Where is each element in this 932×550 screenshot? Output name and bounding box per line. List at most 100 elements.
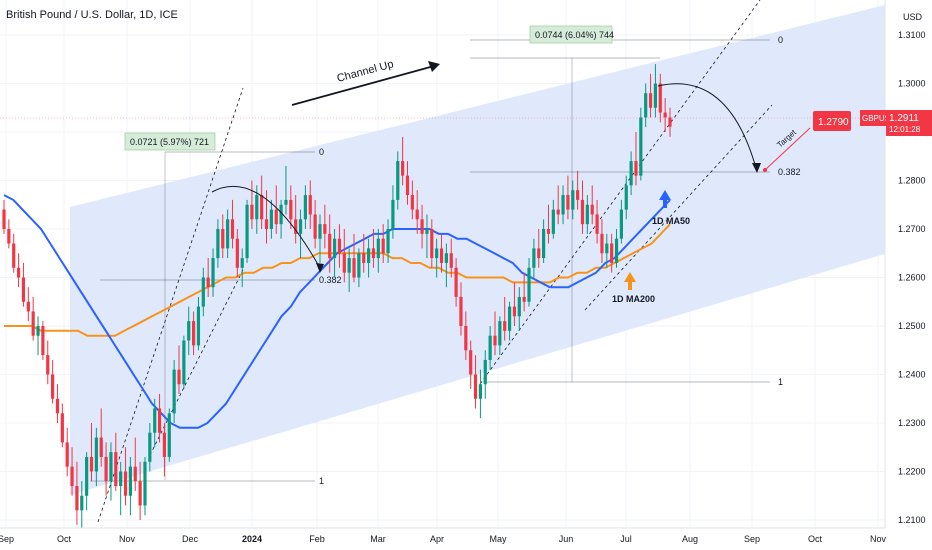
candle-body <box>410 195 414 210</box>
candle-body <box>580 199 585 225</box>
candle <box>187 306 191 356</box>
time-tick: Nov <box>870 534 887 544</box>
time-tick: May <box>489 534 507 544</box>
candle <box>605 233 609 268</box>
candle-body <box>114 452 118 487</box>
candle-body <box>449 253 453 268</box>
trend-lines <box>97 0 773 523</box>
candle <box>216 219 220 268</box>
candle-body <box>425 229 429 234</box>
candle-body <box>629 161 633 186</box>
time-tick: Oct <box>57 534 72 544</box>
candle <box>537 229 541 268</box>
candle <box>449 238 453 278</box>
candle <box>391 185 395 239</box>
trend-line <box>97 87 244 523</box>
candle <box>109 442 113 501</box>
time-tick: Sep <box>744 534 760 544</box>
candle-body <box>507 306 512 331</box>
candle-body <box>430 229 434 259</box>
candle <box>303 185 308 229</box>
trend-line <box>479 0 761 385</box>
current-price: 1.2911 <box>889 113 919 124</box>
symbol-price-tag: GBPUSD 1.2911 12:01:28 <box>860 110 932 136</box>
candle-body <box>269 209 273 229</box>
candle-body <box>109 452 113 482</box>
ma200-arrow <box>624 272 636 290</box>
candle <box>415 190 419 234</box>
candle-body <box>648 93 653 108</box>
candle-body <box>571 190 575 210</box>
price-axis[interactable]: 1.31001.30001.29001.28001.27001.26001.25… <box>898 30 926 550</box>
candle <box>46 340 50 385</box>
candle <box>60 403 64 448</box>
candle-body <box>478 384 483 399</box>
candle-body <box>663 112 667 118</box>
candle <box>658 73 662 123</box>
target-tag-bg <box>813 111 851 131</box>
time-tick: Jul <box>620 534 632 544</box>
fib-right-label: 0 <box>778 35 783 45</box>
candle <box>206 258 210 297</box>
candle <box>629 151 633 196</box>
price-tick: 1.2700 <box>898 224 926 234</box>
candle-body <box>104 456 108 482</box>
candle-body <box>600 233 604 254</box>
candle-body <box>133 466 137 482</box>
candle <box>143 456 147 516</box>
candle <box>182 335 186 390</box>
candle-body <box>187 321 191 341</box>
candle <box>323 204 327 249</box>
candle-body <box>36 326 40 336</box>
candle <box>226 209 230 259</box>
candle <box>634 132 638 186</box>
candle <box>85 452 89 511</box>
candle-body <box>328 233 332 259</box>
candle-body <box>138 481 142 506</box>
candle <box>357 248 361 288</box>
candle <box>454 258 458 307</box>
candle <box>600 219 604 263</box>
candle-body <box>80 495 84 511</box>
candle-body <box>444 253 448 263</box>
candle-body <box>469 350 473 375</box>
candle-body <box>119 471 123 487</box>
candle-body <box>65 442 69 467</box>
price-tick: 1.2800 <box>898 176 926 186</box>
candle-body <box>216 229 220 259</box>
candle-body <box>221 229 225 249</box>
price-axis-bg <box>885 0 932 550</box>
time-axis[interactable]: Sep Oct Nov Dec 2024 Feb Mar Apr May Jun Jul Aug Sep… <box>0 534 886 544</box>
candle <box>648 73 653 118</box>
channel-arrow <box>291 65 435 106</box>
candle <box>488 326 492 370</box>
time-tick: Dec <box>182 534 199 544</box>
candle <box>153 398 157 448</box>
target-price-tag: 1.2790 <box>813 111 851 131</box>
moving-averages <box>3 194 671 429</box>
candle-body <box>235 238 239 268</box>
candle <box>12 233 16 273</box>
candle-body <box>16 267 21 278</box>
candle-body <box>70 466 74 487</box>
candle <box>362 233 366 273</box>
candle-body <box>401 161 405 176</box>
candle <box>332 229 337 278</box>
candle <box>396 151 400 210</box>
candle-body <box>566 195 570 210</box>
candle-body <box>396 161 400 200</box>
candle <box>7 219 11 249</box>
price-tick: 1.3100 <box>898 30 926 40</box>
channel-arrow-head <box>428 61 440 72</box>
candle <box>128 456 132 516</box>
candle <box>89 423 94 482</box>
candle <box>610 233 614 273</box>
candle <box>585 195 589 234</box>
candle-body <box>415 209 419 220</box>
candle-body <box>294 219 298 234</box>
candle-body <box>226 219 230 249</box>
candle-body <box>498 321 502 346</box>
candle <box>16 253 21 288</box>
candle <box>571 180 575 220</box>
